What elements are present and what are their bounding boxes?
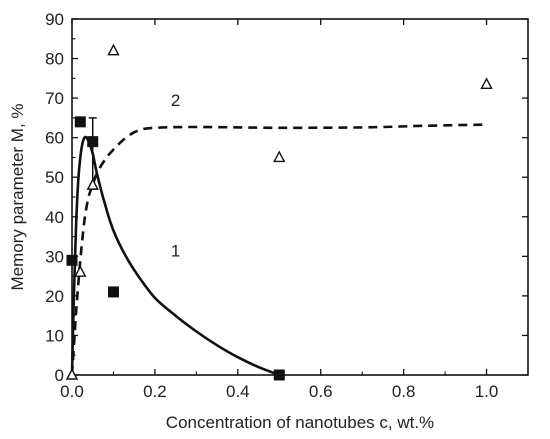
square-marker [74,116,86,128]
triangle-marker [480,77,493,89]
triangle-marker [107,43,120,56]
labels: 12 [171,91,180,260]
plot-frame [71,18,529,376]
y-tick-label: 40 [45,208,64,227]
triangle-marker [86,178,99,190]
x-tick-label: 1.0 [475,382,499,401]
curve-2-line [70,123,487,376]
y-tick-label: 60 [45,129,64,148]
y-tick-label: 20 [45,287,64,306]
curve-1-line [70,135,280,377]
y-tick-label: 80 [45,50,64,69]
x-tick-label: 0.8 [392,382,416,401]
triangle-marker [74,265,87,277]
x-tick-label: 0.2 [143,382,167,401]
axes: 0.0 0.2 0.4 0.6 0.8 1.0 0 10 20 30 40 50 60 70 80 90 [45,10,529,401]
square-marker [107,286,119,298]
square-marker [87,136,99,148]
square-marker [66,254,78,266]
y-axis-title: Memory parameter M, % [8,103,27,290]
markers [65,43,493,381]
y-tick-label: 70 [45,89,64,108]
x-tick-label: 0.6 [309,382,333,401]
curve-2-label: 2 [171,91,180,110]
curve-1-label: 1 [171,241,180,260]
y-tick-label: 50 [45,168,64,187]
y-tick-label: 30 [45,247,64,266]
triangle-marker [273,150,286,163]
x-tick-label: 0.0 [60,382,84,401]
y-tick-label: 90 [45,10,64,29]
y-tick-label: 0 [55,366,64,385]
y-tick-label: 10 [45,326,64,345]
x-tick-label: 0.4 [226,382,250,401]
x-axis-title: Concentration of nanotubes c, wt.% [166,413,434,432]
curves [70,123,487,377]
square-marker [273,369,285,381]
triangle-marker [65,367,79,380]
